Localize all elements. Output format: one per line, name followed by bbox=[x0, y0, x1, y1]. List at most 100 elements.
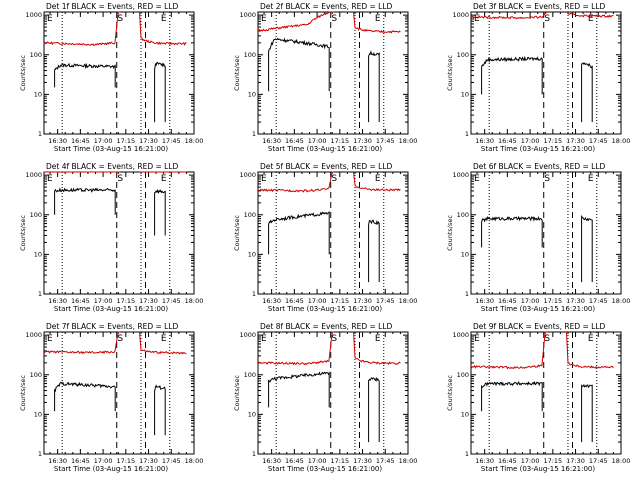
lld-series-line bbox=[566, 331, 614, 369]
x-tick-label: 17:45 bbox=[589, 137, 608, 145]
x-tick-label: 17:30 bbox=[566, 297, 585, 305]
x-tick-label: 17:00 bbox=[308, 137, 327, 145]
y-tick-label: 1 bbox=[252, 130, 256, 138]
y-tick-label: 1 bbox=[465, 130, 469, 138]
x-tick-label: 17:30 bbox=[353, 457, 372, 465]
x-axis-label: Start Time (03-Aug-15 16:21:00) bbox=[54, 465, 168, 473]
y-tick-label: 10 bbox=[34, 410, 42, 418]
x-tick-label: 16:30 bbox=[475, 137, 494, 145]
panel-det-8f: Det 8f BLACK = Events, RED = LLD 1 10 100 10… bbox=[233, 322, 417, 473]
x-tick-label: 17:15 bbox=[330, 457, 349, 465]
region-marker: E bbox=[375, 174, 381, 184]
x-tick-label: 16:30 bbox=[262, 297, 281, 305]
x-tick-label: 18:00 bbox=[185, 137, 204, 145]
region-marker: E bbox=[474, 174, 480, 184]
x-axis-label: Start Time (03-Aug-15 16:21:00) bbox=[481, 465, 595, 473]
x-tick-label: 16:45 bbox=[498, 297, 517, 305]
y-axis-label: Counts/sec bbox=[233, 215, 241, 251]
panel-det-9f: Det 9f BLACK = Events, RED = LLD 1 10 100 10… bbox=[446, 322, 630, 473]
y-tick-label: 1 bbox=[38, 450, 42, 458]
x-tick-label: 17:15 bbox=[543, 137, 562, 145]
x-tick-label: 18:00 bbox=[612, 457, 631, 465]
panel-det-3f: Det 3f BLACK = Events, RED = LLD 1 10 100 10… bbox=[446, 2, 630, 153]
x-tick-label: 16:45 bbox=[285, 137, 304, 145]
region-marker: E bbox=[47, 174, 53, 184]
x-axis-label: Start Time (03-Aug-15 16:21:00) bbox=[54, 305, 168, 313]
y-axis-label: Counts/sec bbox=[19, 215, 27, 251]
x-tick-label: 17:30 bbox=[566, 137, 585, 145]
events-series-line bbox=[581, 214, 593, 283]
region-marker: S bbox=[331, 334, 337, 344]
y-axis-label: Counts/sec bbox=[233, 375, 241, 411]
events-series-line bbox=[368, 219, 380, 283]
x-tick-label: 16:30 bbox=[262, 137, 281, 145]
x-tick-label: 17:45 bbox=[376, 457, 395, 465]
y-tick-label: 10 bbox=[461, 410, 469, 418]
region-marker: E bbox=[588, 334, 594, 344]
x-axis-label: Start Time (03-Aug-15 16:21:00) bbox=[481, 145, 595, 153]
x-tick-label: 17:30 bbox=[353, 297, 372, 305]
x-tick-label: 16:45 bbox=[71, 137, 90, 145]
y-tick-label: 1000 bbox=[239, 11, 256, 19]
y-tick-label: 10 bbox=[461, 90, 469, 98]
y-tick-label: 1000 bbox=[25, 171, 42, 179]
x-tick-label: 16:30 bbox=[475, 297, 494, 305]
x-tick-label: 18:00 bbox=[612, 137, 631, 145]
y-tick-label: 1 bbox=[465, 290, 469, 298]
events-series-line bbox=[581, 383, 593, 443]
panel-det-4f: Det 4f BLACK = Events, RED = LLD 1 10 100 10… bbox=[19, 162, 203, 313]
panel-det-6f: Det 6f BLACK = Events, RED = LLD 1 10 100 10… bbox=[446, 162, 630, 313]
panel-det-7f: Det 7f BLACK = Events, RED = LLD 1 10 100 10… bbox=[19, 322, 203, 473]
x-tick-label: 17:00 bbox=[94, 137, 113, 145]
y-tick-label: 1000 bbox=[452, 11, 469, 19]
panel-title: Det 6f BLACK = Events, RED = LLD bbox=[473, 162, 606, 171]
events-series-line bbox=[268, 371, 330, 408]
y-tick-label: 10 bbox=[248, 410, 256, 418]
y-tick-label: 10 bbox=[248, 250, 256, 258]
x-tick-label: 17:00 bbox=[308, 297, 327, 305]
lld-series-line bbox=[139, 331, 187, 355]
events-series-line bbox=[368, 376, 380, 443]
events-series-line bbox=[154, 384, 166, 436]
axes-frame bbox=[257, 11, 409, 135]
y-tick-label: 100 bbox=[244, 371, 256, 379]
x-tick-label: 18:00 bbox=[185, 297, 204, 305]
region-marker: S bbox=[544, 174, 550, 184]
events-series-line bbox=[268, 211, 330, 255]
y-tick-label: 1000 bbox=[25, 331, 42, 339]
events-series-line bbox=[54, 187, 116, 215]
x-axis-label: Start Time (03-Aug-15 16:21:00) bbox=[268, 305, 382, 313]
lld-series-line bbox=[43, 11, 120, 47]
axes-frame bbox=[43, 11, 195, 135]
x-tick-label: 17:00 bbox=[308, 457, 327, 465]
x-tick-label: 16:30 bbox=[48, 297, 67, 305]
lld-series-line bbox=[257, 11, 334, 32]
lld-series-line bbox=[257, 171, 334, 193]
axes-frame bbox=[470, 331, 622, 455]
region-marker: S bbox=[544, 334, 550, 344]
region-marker: E bbox=[161, 174, 167, 184]
y-tick-label: 100 bbox=[457, 211, 469, 219]
x-tick-label: 17:45 bbox=[589, 297, 608, 305]
y-tick-label: 1 bbox=[252, 290, 256, 298]
lld-series-line bbox=[353, 331, 401, 365]
x-tick-label: 17:30 bbox=[139, 137, 158, 145]
panel-det-1f: Det 1f BLACK = Events, RED = LLD 1 10 100 10… bbox=[19, 2, 203, 153]
y-axis-label: Counts/sec bbox=[19, 375, 27, 411]
y-tick-label: 10 bbox=[34, 250, 42, 258]
panel-title: Det 8f BLACK = Events, RED = LLD bbox=[260, 322, 393, 331]
lld-series-line bbox=[353, 11, 401, 34]
region-marker: E bbox=[47, 14, 53, 24]
events-series-line bbox=[481, 215, 543, 248]
x-tick-label: 16:45 bbox=[285, 457, 304, 465]
x-tick-label: 16:45 bbox=[71, 457, 90, 465]
x-axis-label: Start Time (03-Aug-15 16:21:00) bbox=[268, 145, 382, 153]
x-tick-label: 18:00 bbox=[399, 137, 418, 145]
y-tick-label: 1000 bbox=[452, 171, 469, 179]
region-marker: S bbox=[331, 174, 337, 184]
x-axis-label: Start Time (03-Aug-15 16:21:00) bbox=[54, 145, 168, 153]
region-marker: E bbox=[161, 334, 167, 344]
panel-title: Det 1f BLACK = Events, RED = LLD bbox=[46, 2, 179, 11]
x-tick-label: 16:45 bbox=[71, 297, 90, 305]
